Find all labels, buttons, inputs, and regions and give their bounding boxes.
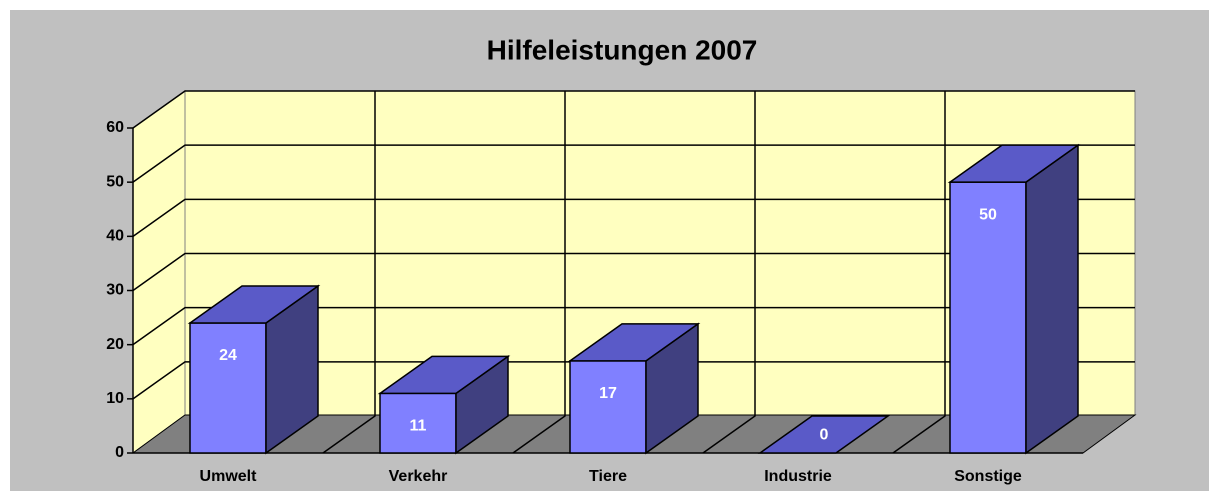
bar-side	[1025, 143, 1079, 455]
chart-title: Hilfeleistungen 2007	[487, 34, 758, 65]
grid-line	[132, 144, 1135, 183]
y-tick-label: 20	[106, 336, 124, 353]
bar-top	[567, 323, 701, 362]
bar-top	[757, 415, 891, 454]
grid-line	[132, 90, 1135, 129]
value-label: 24	[219, 347, 237, 364]
value-label: 11	[410, 418, 427, 435]
y-tick-label: 40	[106, 228, 124, 245]
value-label: 50	[979, 206, 997, 223]
y-tick-label: 50	[106, 173, 124, 190]
grid-line	[132, 198, 1135, 237]
bar	[757, 415, 891, 454]
grid-line	[132, 252, 1135, 292]
y-tick-label: 10	[106, 390, 124, 407]
y-tick-label: 30	[106, 282, 124, 299]
y-tick-label: 60	[106, 119, 124, 136]
bar-front	[189, 322, 267, 454]
y-tick-label: 0	[115, 444, 124, 461]
value-label: 0	[820, 427, 829, 444]
bar	[567, 322, 701, 455]
bar	[187, 284, 321, 455]
grid-line	[132, 361, 1135, 400]
value-label: 17	[599, 385, 617, 402]
bar-top	[187, 285, 321, 324]
x-tick-label: Umwelt	[200, 468, 258, 485]
x-tick-label: Tiere	[589, 468, 627, 485]
x-tick-label: Sonstige	[954, 468, 1022, 485]
x-tick-label: Verkehr	[389, 468, 448, 485]
bar	[947, 143, 1081, 455]
bar-front	[569, 360, 647, 454]
bar-top	[377, 355, 511, 395]
grid-line	[132, 306, 1135, 346]
bar-top	[947, 144, 1081, 183]
x-tick-label: Industrie	[764, 468, 832, 485]
bar	[377, 354, 511, 455]
